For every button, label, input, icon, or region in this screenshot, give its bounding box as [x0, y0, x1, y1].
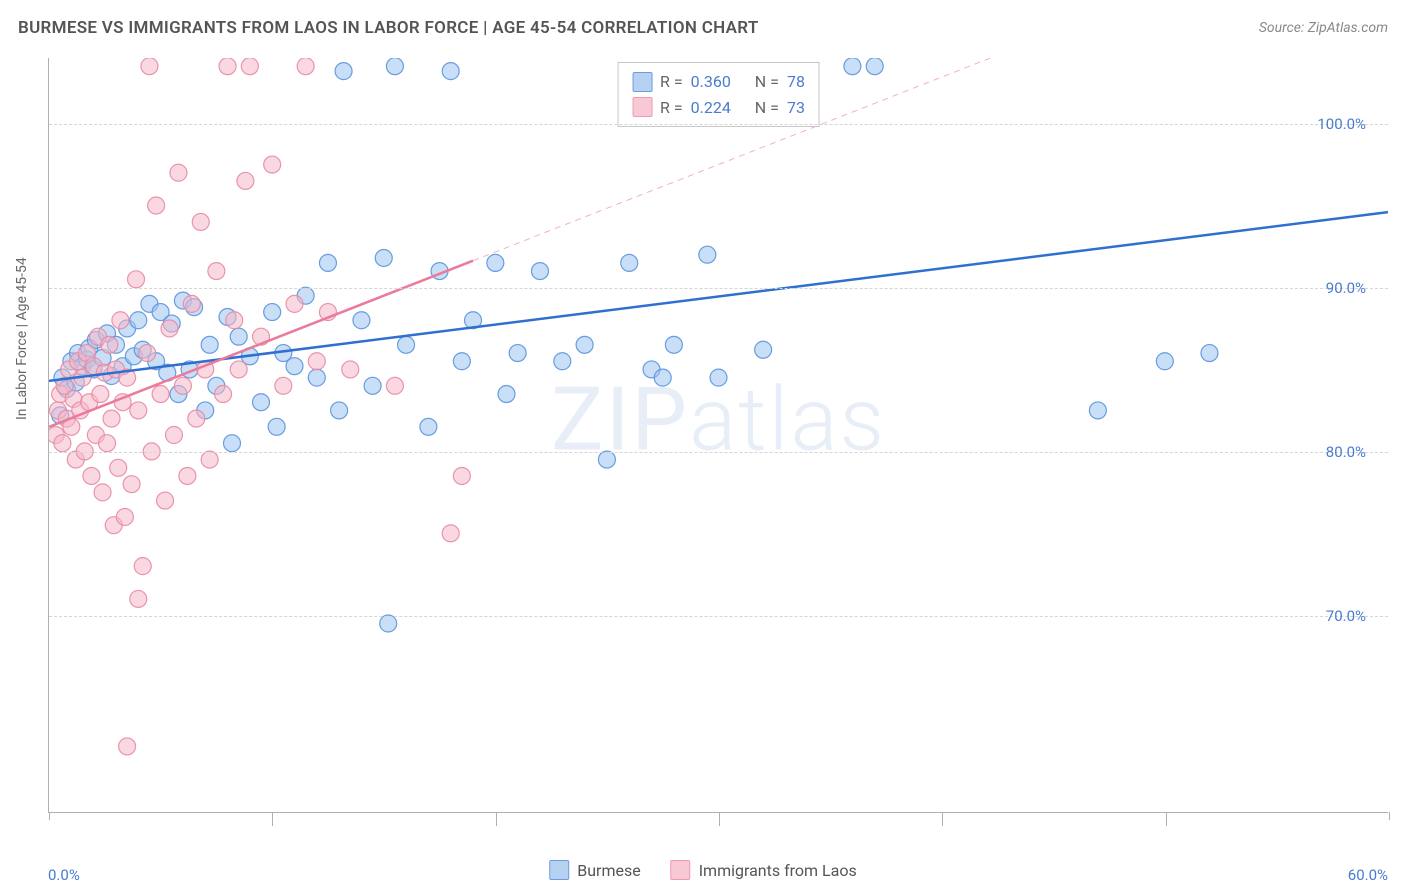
- x-tick: [49, 812, 50, 820]
- x-tick-long: [496, 812, 497, 826]
- x-tick-long: [272, 812, 273, 826]
- gridline-h: [49, 616, 1388, 617]
- x-tick: [1389, 812, 1390, 820]
- legend-item: Burmese: [549, 860, 640, 880]
- y-tick-label: 80.0%: [1326, 443, 1366, 461]
- y-tick-label: 90.0%: [1326, 279, 1366, 297]
- x-tick-long: [942, 812, 943, 826]
- legend-item: Immigrants from Laos: [671, 860, 857, 880]
- gridline-h: [49, 288, 1388, 289]
- x-tick-label: 0.0%: [48, 866, 80, 884]
- series-legend: Burmese Immigrants from Laos: [549, 860, 857, 880]
- x-tick-label: 60.0%: [1348, 866, 1388, 884]
- legend-stat-row: R =0.360 N =78: [632, 69, 805, 95]
- plot-area: ZIPatlas R =0.360 N =78 R =0.224 N =73 7…: [48, 58, 1388, 813]
- gridline-h: [49, 452, 1388, 453]
- chart-svg: [49, 58, 1388, 812]
- x-tick-long: [1166, 812, 1167, 826]
- y-tick-label: 100.0%: [1317, 115, 1366, 133]
- chart-title: BURMESE VS IMMIGRANTS FROM LAOS IN LABOR…: [18, 18, 759, 38]
- gridline-h: [49, 124, 1388, 125]
- watermark: ZIPatlas: [551, 368, 886, 471]
- y-tick-label: 70.0%: [1326, 607, 1366, 625]
- x-tick-long: [719, 812, 720, 826]
- source-label: Source: ZipAtlas.com: [1259, 20, 1388, 36]
- legend-stat-row: R =0.224 N =73: [632, 95, 805, 121]
- correlation-legend: R =0.360 N =78 R =0.224 N =73: [617, 62, 820, 127]
- y-axis-label: In Labor Force | Age 45-54: [14, 257, 30, 420]
